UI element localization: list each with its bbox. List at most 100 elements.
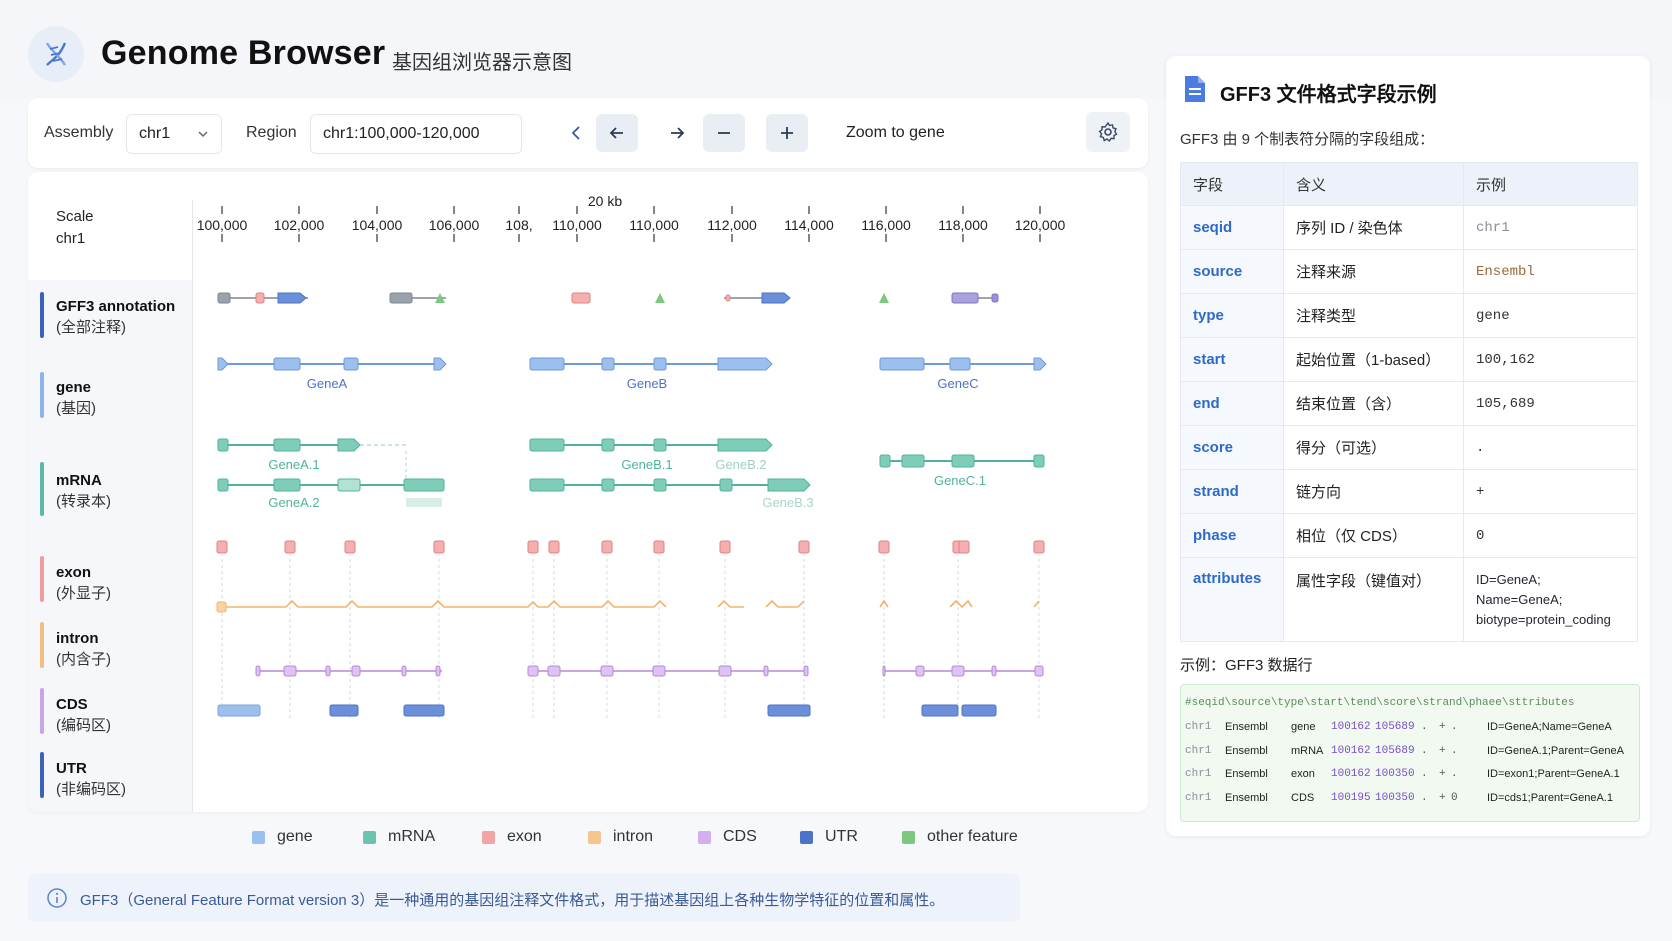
utr-block[interactable] <box>217 704 261 717</box>
track-name-gff3[interactable]: GFF3 annotation (全部注释) <box>56 296 175 338</box>
arrow-left-icon[interactable] <box>596 114 638 152</box>
cds-block[interactable] <box>435 665 441 677</box>
cds-block[interactable] <box>915 665 925 677</box>
mrna-exon[interactable] <box>337 478 361 492</box>
mrna-exon[interactable] <box>1033 454 1045 468</box>
gene-exon[interactable] <box>717 357 773 371</box>
mrna-exon[interactable] <box>217 478 229 492</box>
gene-exon[interactable] <box>601 357 615 371</box>
mrna-exon[interactable] <box>653 478 667 492</box>
utr-block[interactable] <box>921 704 959 717</box>
cds-block[interactable] <box>951 665 965 677</box>
feature-block[interactable] <box>991 293 999 303</box>
mrna-exon[interactable] <box>403 478 445 492</box>
mrna-exon[interactable] <box>273 478 301 492</box>
plus-icon[interactable] <box>766 114 808 152</box>
track-name-cds[interactable]: CDS (编码区) <box>56 694 111 736</box>
track-name-mrna[interactable]: mRNA (转录本) <box>56 470 111 512</box>
gene-exon[interactable] <box>879 357 925 371</box>
mrna-exon[interactable] <box>529 438 565 452</box>
mrna-exon[interactable] <box>601 438 615 452</box>
intron-start[interactable] <box>216 601 227 613</box>
legend-item[interactable]: gene <box>252 826 313 848</box>
zoom-to-gene-button[interactable]: Zoom to gene <box>846 124 945 141</box>
gene-exon[interactable] <box>1033 357 1047 371</box>
exon-block[interactable] <box>527 540 539 554</box>
mrna-exon[interactable] <box>901 454 925 468</box>
minus-icon[interactable] <box>703 114 745 152</box>
cds-block[interactable] <box>882 665 886 677</box>
feature-marker[interactable] <box>435 293 445 303</box>
exon-block[interactable] <box>653 540 665 554</box>
mrna-exon[interactable] <box>719 478 733 492</box>
utr-block[interactable] <box>961 704 997 717</box>
exon-block[interactable] <box>284 540 296 554</box>
utr-block[interactable] <box>767 704 811 717</box>
gene-exon[interactable] <box>949 357 971 371</box>
feature-block[interactable] <box>389 292 413 304</box>
mrna-exon[interactable] <box>951 454 975 468</box>
gene-exon[interactable] <box>529 357 565 371</box>
legend-item[interactable]: exon <box>482 826 542 848</box>
mrna-exon[interactable] <box>273 438 301 452</box>
cds-block[interactable] <box>652 665 666 677</box>
exon-block[interactable] <box>878 540 890 554</box>
cds-block[interactable] <box>547 665 561 677</box>
cds-block[interactable] <box>803 665 809 677</box>
cds-block[interactable] <box>283 665 297 677</box>
feature-block[interactable] <box>951 292 979 304</box>
cds-block[interactable] <box>991 665 997 677</box>
exon-block[interactable] <box>433 540 445 554</box>
feature-block[interactable] <box>255 292 265 304</box>
gene-exon[interactable] <box>217 357 229 371</box>
cds-block[interactable] <box>401 665 407 677</box>
track-name-intron[interactable]: intron (内含子) <box>56 628 111 670</box>
assembly-select[interactable]: chr1 <box>126 114 222 154</box>
exon-block[interactable] <box>601 540 613 554</box>
feature-block[interactable] <box>277 292 307 304</box>
exon-block[interactable] <box>958 540 970 554</box>
feature-block[interactable] <box>217 292 231 304</box>
gene-exon[interactable] <box>273 357 301 371</box>
cds-block[interactable] <box>718 665 732 677</box>
genome-tracks-canvas[interactable]: 20 kb 100,000 102,000 104,000 106,000 108, 11… <box>28 172 1148 812</box>
arrow-right-icon[interactable] <box>656 114 698 152</box>
mrna-exon[interactable] <box>879 454 891 468</box>
gene-exon[interactable] <box>343 357 359 371</box>
feature-block[interactable] <box>725 294 731 302</box>
mrna-exon[interactable] <box>717 438 773 452</box>
track-name-exon[interactable]: exon (外显子) <box>56 562 111 604</box>
mrna-exon[interactable] <box>337 438 361 452</box>
legend-item[interactable]: intron <box>588 826 653 848</box>
cds-block[interactable] <box>527 665 539 677</box>
gear-icon[interactable] <box>1086 112 1130 152</box>
exon-block[interactable] <box>216 540 228 554</box>
feature-block[interactable] <box>571 292 591 304</box>
exon-block[interactable] <box>1033 540 1045 554</box>
exon-block[interactable] <box>548 540 560 554</box>
mrna-exon[interactable] <box>529 478 565 492</box>
exon-block[interactable] <box>344 540 356 554</box>
mrna-exon[interactable] <box>653 438 667 452</box>
cds-block[interactable] <box>255 665 261 677</box>
legend-item[interactable]: CDS <box>698 826 757 848</box>
chevron-left-icon[interactable] <box>556 114 598 152</box>
region-input[interactable]: chr1:100,000-120,000 <box>310 114 522 154</box>
intron-line[interactable] <box>226 599 1040 609</box>
track-name-gene[interactable]: gene (基因) <box>56 377 96 419</box>
exon-block[interactable] <box>798 540 810 554</box>
gene-exon[interactable] <box>433 357 447 371</box>
feature-marker[interactable] <box>879 293 889 303</box>
feature-marker[interactable] <box>655 293 665 303</box>
mrna-exon[interactable] <box>601 478 615 492</box>
legend-item[interactable]: UTR <box>800 826 858 848</box>
exon-block[interactable] <box>719 540 731 554</box>
mrna-exon[interactable] <box>217 438 229 452</box>
legend-item[interactable]: mRNA <box>363 826 435 848</box>
cds-block[interactable] <box>600 665 614 677</box>
track-name-utr[interactable]: UTR (非编码区) <box>56 758 126 800</box>
feature-block[interactable] <box>761 292 791 304</box>
gene-exon[interactable] <box>653 357 667 371</box>
cds-block[interactable] <box>1034 665 1044 677</box>
mrna-exon[interactable] <box>767 478 811 492</box>
